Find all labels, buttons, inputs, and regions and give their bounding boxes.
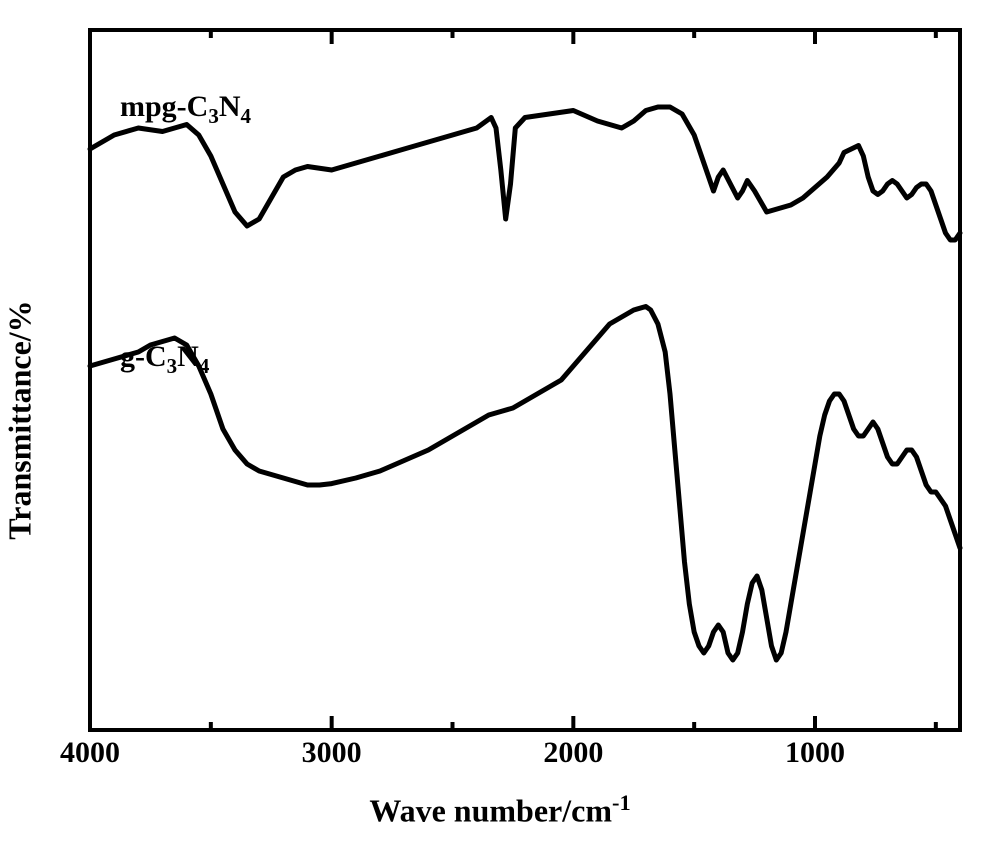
xtick-label: 2000 [543, 736, 603, 770]
series-label-g-c3n4: g-C3N4 [120, 340, 209, 379]
chart-svg [90, 30, 960, 730]
y-axis-label: Transmittance/% [2, 300, 39, 539]
series-label-mpg-c3n4: mpg-C3N4 [120, 90, 251, 129]
chart-container: Transmittance/% mpg-C3N4 g-C3N4 40003000… [30, 20, 970, 820]
xtick-label: 3000 [302, 736, 362, 770]
xtick-label: 4000 [60, 736, 120, 770]
x-axis-label: Wave number/cm-1 [369, 790, 630, 830]
xtick-label: 1000 [785, 736, 845, 770]
plot-area: mpg-C3N4 g-C3N4 4000300020001000 [90, 30, 960, 730]
series-line-g-C3N4 [90, 307, 960, 661]
